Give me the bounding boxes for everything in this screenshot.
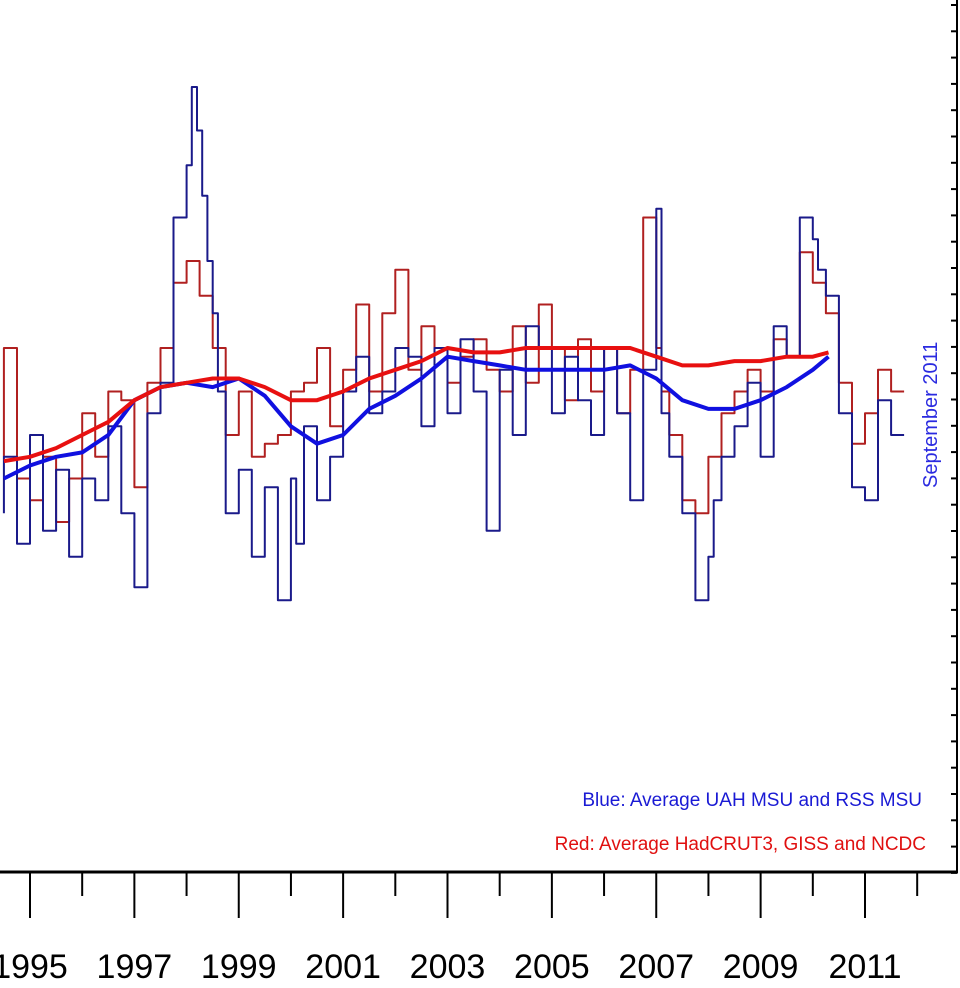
series-satellite-smooth (3, 354, 830, 481)
plot-lines (2, 86, 905, 602)
legend-entry-surface: Red: Average HadCRUT3, GISS and NCDC (555, 834, 926, 855)
legend-entry-satellite: Blue: Average UAH MSU and RSS MSU (582, 790, 922, 811)
x-tick-label: 2005 (514, 948, 590, 986)
side-annotation: September 2011 (920, 342, 942, 488)
series-surface-smooth (3, 346, 830, 464)
x-tick-label: 2003 (410, 948, 486, 986)
x-tick-label: 1997 (97, 948, 173, 986)
right-axis (951, 0, 958, 874)
bottom-axis: 1995 1997 1999 2001 2003 2005 2007 2009 2011 (0, 870, 958, 986)
x-tick-label: 2001 (305, 948, 381, 986)
x-tick-label: 2009 (723, 948, 799, 986)
x-tick-label: 1999 (201, 948, 277, 986)
x-tick-label: 2011 (828, 948, 901, 986)
x-tick-label: 2007 (618, 948, 694, 986)
series-satellite-monthly (2, 86, 905, 602)
x-tick-label: 1995 (0, 948, 68, 986)
series-surface-monthly (2, 216, 905, 523)
